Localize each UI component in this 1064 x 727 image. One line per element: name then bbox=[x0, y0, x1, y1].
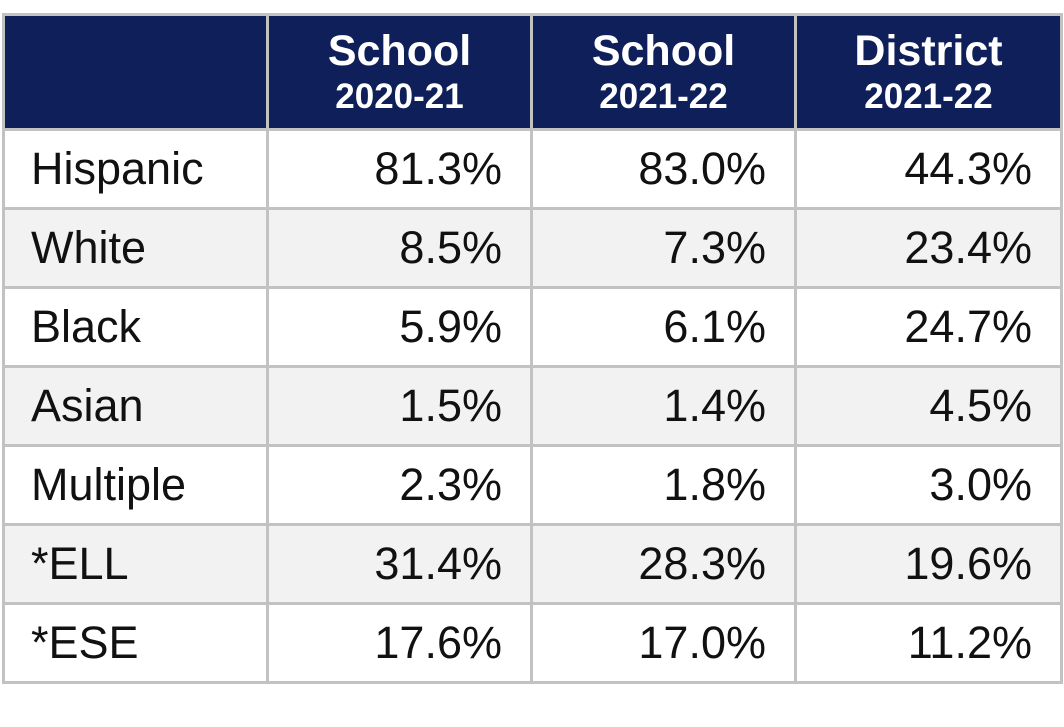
cell-value: 4.5% bbox=[794, 365, 1063, 447]
cell-value: 11.2% bbox=[794, 602, 1063, 684]
cell-value: 1.8% bbox=[530, 444, 797, 526]
cell-value: 3.0% bbox=[794, 444, 1063, 526]
cell-value: 23.4% bbox=[794, 207, 1063, 289]
cell-value: 17.0% bbox=[530, 602, 797, 684]
cell-value: 81.3% bbox=[266, 128, 533, 210]
column-name: School bbox=[327, 27, 472, 75]
row-label: Asian bbox=[2, 365, 269, 447]
table-row: Hispanic 81.3% 83.0% 44.3% bbox=[2, 128, 1063, 210]
header-row: School 2020-21 School 2021-22 District 2021-2… bbox=[2, 13, 1063, 131]
row-label: Hispanic bbox=[2, 128, 269, 210]
column-name: District bbox=[854, 27, 1003, 75]
cell-value: 28.3% bbox=[530, 523, 797, 605]
cell-value: 2.3% bbox=[266, 444, 533, 526]
table-row: Multiple 2.3% 1.8% 3.0% bbox=[2, 444, 1063, 526]
cell-value: 8.5% bbox=[266, 207, 533, 289]
table-row: Black 5.9% 6.1% 24.7% bbox=[2, 286, 1063, 368]
column-year: 2021-22 bbox=[864, 77, 993, 116]
cell-value: 31.4% bbox=[266, 523, 533, 605]
cell-value: 17.6% bbox=[266, 602, 533, 684]
cell-value: 1.4% bbox=[530, 365, 797, 447]
demographics-table: School 2020-21 School 2021-22 District 2021-2… bbox=[2, 13, 1063, 684]
cell-value: 5.9% bbox=[266, 286, 533, 368]
cell-value: 24.7% bbox=[794, 286, 1063, 368]
table-row: White 8.5% 7.3% 23.4% bbox=[2, 207, 1063, 289]
row-label: *ELL bbox=[2, 523, 269, 605]
table-row: *ESE 17.6% 17.0% 11.2% bbox=[2, 602, 1063, 684]
cell-value: 6.1% bbox=[530, 286, 797, 368]
cell-value: 44.3% bbox=[794, 128, 1063, 210]
table-body: Hispanic 81.3% 83.0% 44.3% White 8.5% 7.3% 23.4… bbox=[2, 128, 1063, 684]
header-corner bbox=[2, 13, 269, 131]
column-name: School bbox=[591, 27, 736, 75]
row-label: Multiple bbox=[2, 444, 269, 526]
column-header: District 2021-22 bbox=[794, 13, 1063, 131]
cell-value: 1.5% bbox=[266, 365, 533, 447]
table-row: Asian 1.5% 1.4% 4.5% bbox=[2, 365, 1063, 447]
row-label: White bbox=[2, 207, 269, 289]
table-row: *ELL 31.4% 28.3% 19.6% bbox=[2, 523, 1063, 605]
cell-value: 83.0% bbox=[530, 128, 797, 210]
column-header: School 2021-22 bbox=[530, 13, 797, 131]
cell-value: 19.6% bbox=[794, 523, 1063, 605]
column-header: School 2020-21 bbox=[266, 13, 533, 131]
column-year: 2021-22 bbox=[599, 77, 728, 116]
cell-value: 7.3% bbox=[530, 207, 797, 289]
row-label: Black bbox=[2, 286, 269, 368]
row-label: *ESE bbox=[2, 602, 269, 684]
column-year: 2020-21 bbox=[335, 77, 464, 116]
